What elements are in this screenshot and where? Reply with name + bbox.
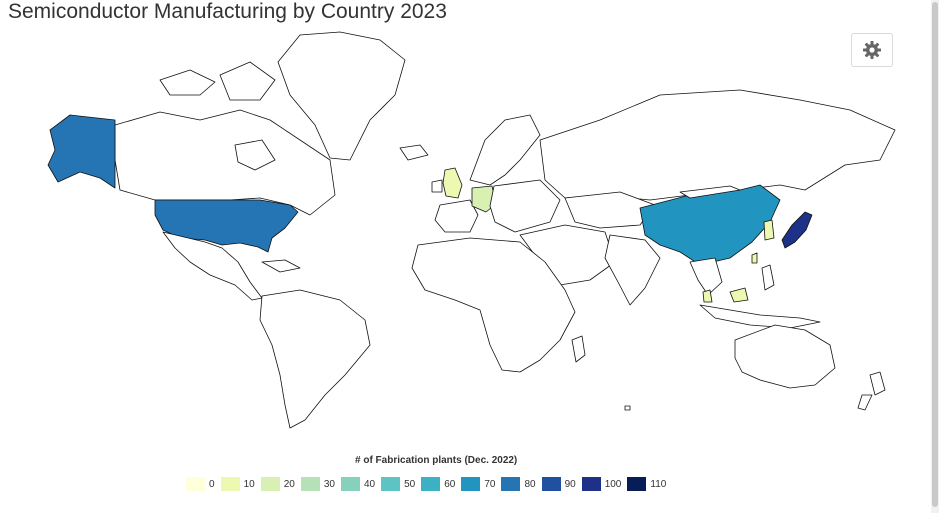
legend-swatch <box>186 477 205 491</box>
continent-south-america[interactable] <box>259 289 371 429</box>
legend-swatch <box>340 477 360 491</box>
country-mexico[interactable] <box>162 231 263 301</box>
legend-label: 60 <box>444 478 456 490</box>
country-united-kingdom[interactable] <box>442 167 463 199</box>
legend-swatch <box>300 477 320 491</box>
gear-icon <box>863 41 881 59</box>
legend-swatch <box>627 477 647 491</box>
continent-africa[interactable] <box>411 237 576 373</box>
country-new-zealand[interactable] <box>857 394 873 411</box>
country-japan[interactable] <box>781 211 813 249</box>
country-indonesia[interactable] <box>699 304 821 329</box>
legend-title: # of Fabrication plants (Dec. 2022) <box>355 455 518 466</box>
legend-item: 10 <box>220 477 255 491</box>
legend-label: 10 <box>243 478 255 490</box>
legend-item: 90 <box>541 477 576 491</box>
country-ireland[interactable] <box>431 179 443 193</box>
legend-label: 110 <box>650 478 667 490</box>
country-iceland[interactable] <box>399 144 429 161</box>
legend-swatch <box>541 477 561 491</box>
legend: 0 10 20 30 40 50 60 70 80 90 100 110 <box>186 476 672 492</box>
country-new-zealand[interactable] <box>869 371 886 396</box>
legend-label: 70 <box>484 478 496 490</box>
country-philippines[interactable] <box>761 264 775 291</box>
legend-item: 100 <box>581 477 622 491</box>
country-south-korea[interactable] <box>763 219 775 241</box>
legend-swatch <box>381 477 401 491</box>
arctic-islands <box>234 139 276 171</box>
country-malaysia[interactable] <box>702 289 713 303</box>
country-malaysia-borneo[interactable] <box>729 287 749 303</box>
region-scandinavia[interactable] <box>469 114 541 186</box>
country-mongolia[interactable] <box>679 185 741 199</box>
legend-item: 30 <box>300 477 335 491</box>
legend-item: 40 <box>340 477 376 491</box>
legend-item: 0 <box>186 477 215 491</box>
region-eastern-europe[interactable] <box>489 179 561 233</box>
legend-swatch <box>220 477 240 491</box>
legend-label: 20 <box>283 478 295 490</box>
country-madagascar[interactable] <box>571 335 586 363</box>
country-canada[interactable] <box>114 109 336 216</box>
chart-title: Semiconductor Manufacturing by Country 2… <box>8 0 447 23</box>
legend-item: 110 <box>627 477 666 491</box>
legend-label: 100 <box>604 478 622 490</box>
legend-item: 60 <box>421 477 455 491</box>
legend-label: 40 <box>363 478 376 490</box>
arctic-islands <box>219 61 276 101</box>
legend-swatch <box>421 477 441 491</box>
region-southeast-asia[interactable] <box>689 257 723 296</box>
legend-swatch <box>260 477 280 491</box>
vertical-scrollbar[interactable] <box>931 0 939 513</box>
country-india[interactable] <box>604 234 661 306</box>
region-central-asia[interactable] <box>564 191 656 229</box>
island-dot <box>624 405 631 411</box>
legend-label: 80 <box>524 478 536 490</box>
legend-swatch <box>581 477 601 491</box>
legend-label: 0 <box>209 478 215 490</box>
legend-label: 30 <box>323 478 335 490</box>
legend-label: 90 <box>564 478 576 490</box>
legend-item: 80 <box>501 477 536 491</box>
legend-label: 50 <box>404 478 416 490</box>
region-western-europe[interactable] <box>434 199 479 233</box>
scrollbar-thumb[interactable] <box>932 2 938 507</box>
country-russia[interactable] <box>539 89 896 201</box>
world-map <box>47 31 896 429</box>
legend-swatch <box>461 477 481 491</box>
legend-item: 50 <box>381 477 415 491</box>
legend-item: 20 <box>260 477 295 491</box>
country-australia[interactable] <box>734 324 836 389</box>
caribbean-islands <box>261 259 301 273</box>
country-greenland[interactable] <box>277 31 406 161</box>
legend-swatch <box>501 477 521 491</box>
arctic-islands <box>159 69 216 96</box>
legend-item: 70 <box>461 477 495 491</box>
country-us-alaska[interactable] <box>47 114 116 189</box>
settings-button[interactable] <box>851 33 893 67</box>
country-taiwan[interactable] <box>751 252 758 264</box>
